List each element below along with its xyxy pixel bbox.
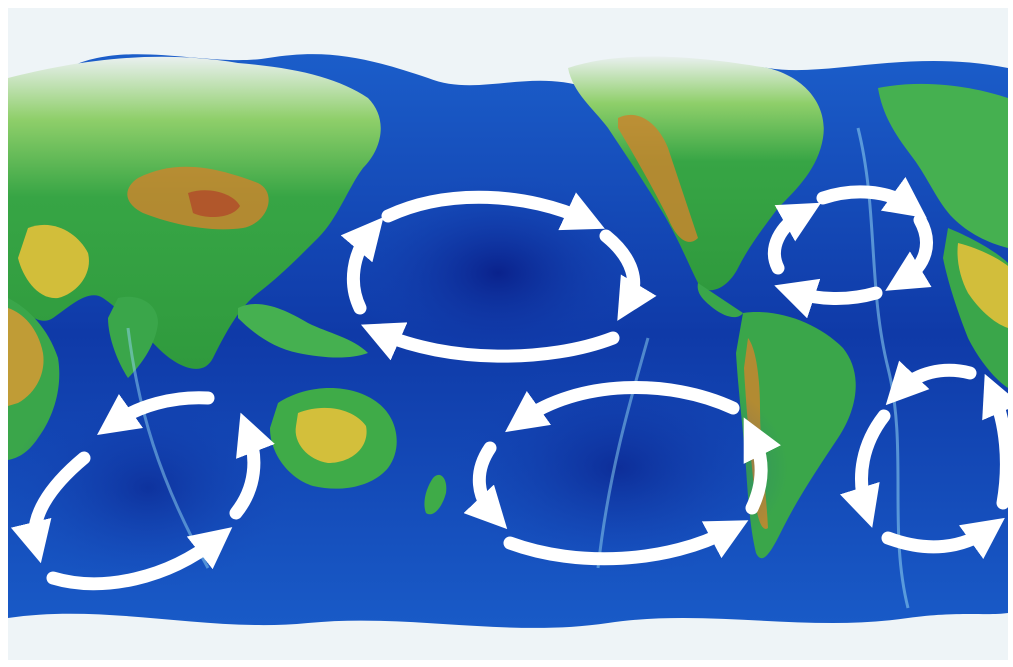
arctic-region (8, 8, 1008, 97)
central-america (697, 283, 743, 318)
north-america-landmass (568, 56, 824, 291)
north-pacific-gyre (340, 190, 657, 363)
south-atlantic-gyre (839, 360, 1008, 560)
south-pacific-gyre (463, 381, 781, 566)
australia-interior (295, 407, 367, 463)
sahara-desert (957, 243, 1008, 328)
rocky-mountains (618, 114, 698, 242)
arabia-highland (18, 224, 89, 299)
antarctica-ice (8, 613, 1008, 660)
tibet-peak (188, 190, 240, 218)
africa-desert (8, 308, 44, 406)
southeast-asia-islands (238, 303, 368, 358)
new-zealand (424, 474, 447, 515)
indian-ocean-gyre (10, 391, 275, 591)
east-pacific-rise (596, 337, 650, 569)
india-landmass (108, 296, 158, 378)
europe-landmass (878, 83, 1008, 248)
north-atlantic-gyre (767, 176, 933, 319)
ocean-gyres-map (8, 8, 1008, 660)
